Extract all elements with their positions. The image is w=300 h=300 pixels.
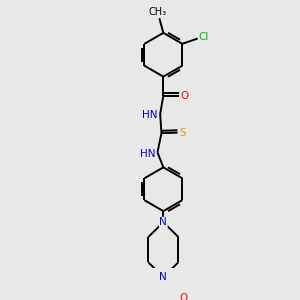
Text: N: N [160,272,167,282]
Text: HN: HN [140,149,155,159]
Text: O: O [181,91,189,101]
Text: N: N [160,217,167,227]
Text: O: O [179,292,187,300]
Text: Cl: Cl [198,32,209,42]
Text: HN: HN [142,110,158,120]
Text: CH₃: CH₃ [149,7,167,17]
Text: S: S [179,128,186,138]
